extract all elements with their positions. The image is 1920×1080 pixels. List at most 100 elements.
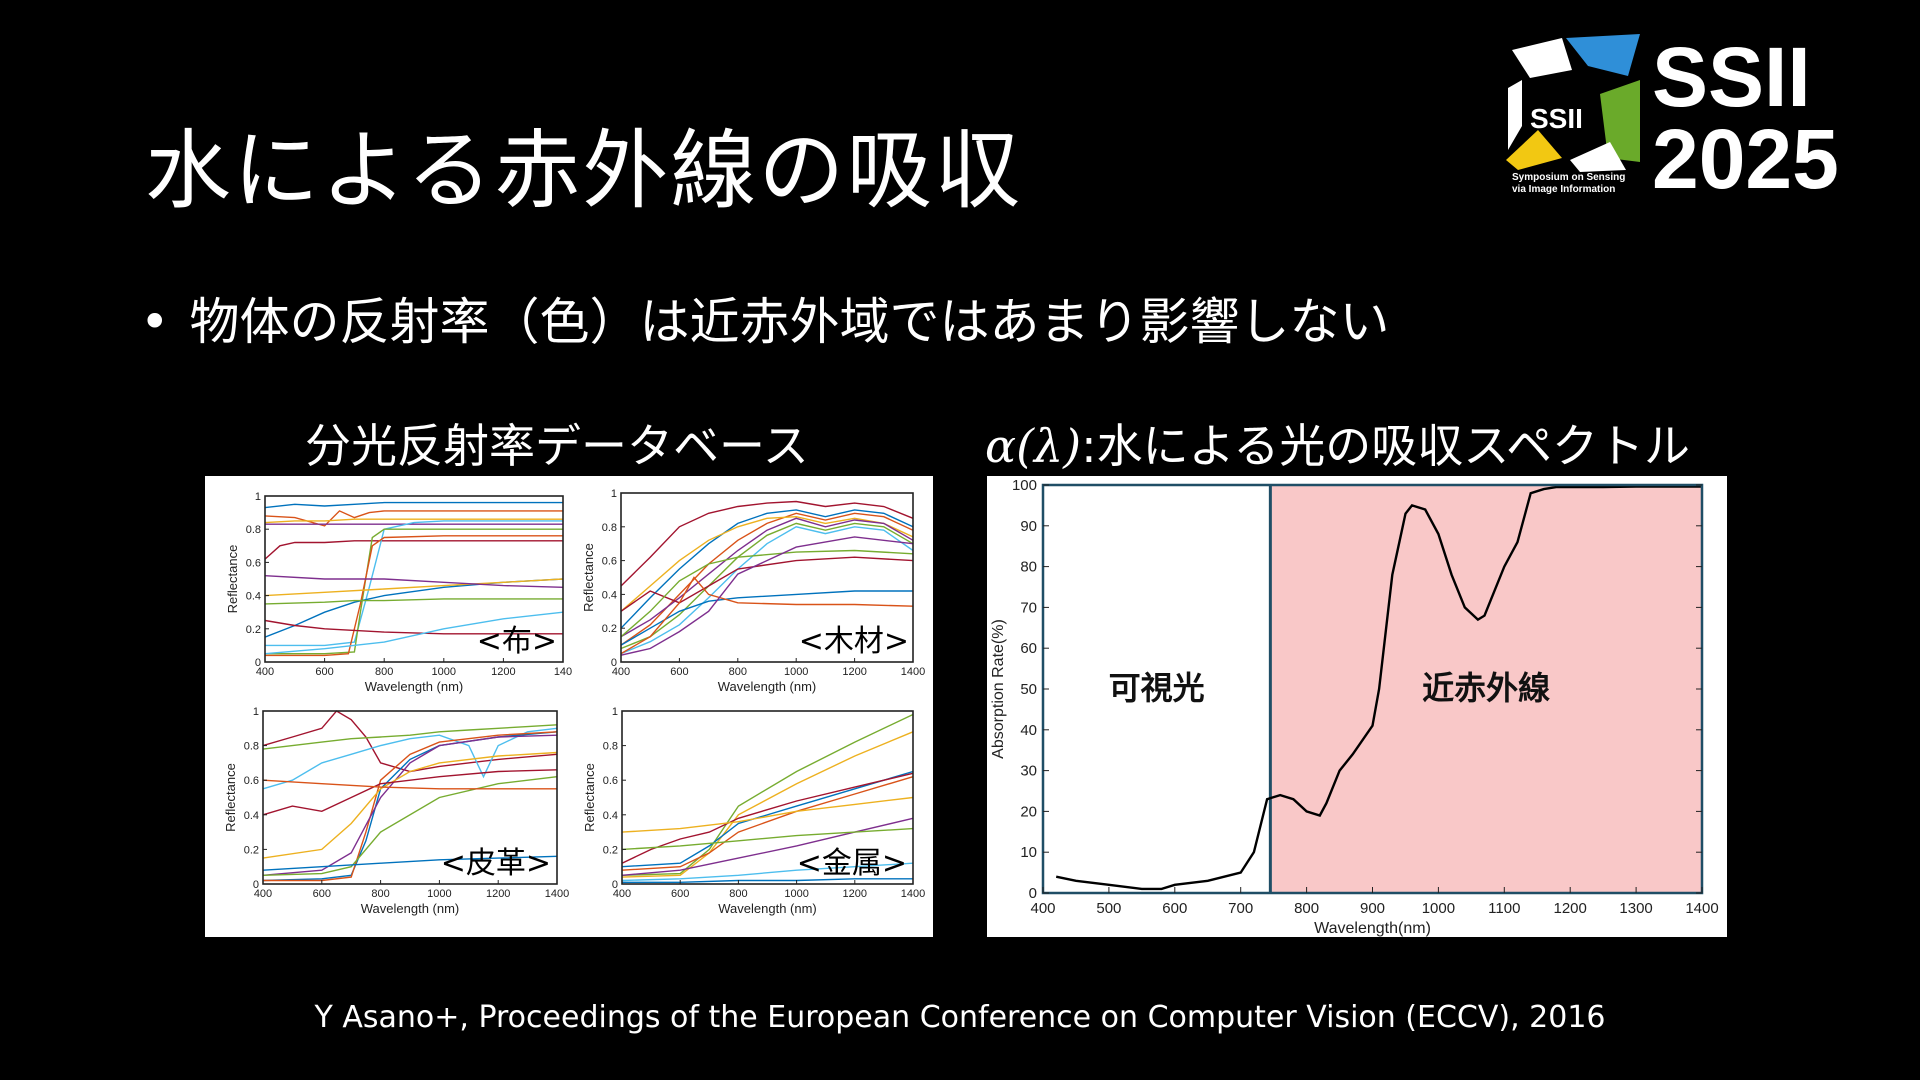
- y-tick-label: 0.2: [602, 623, 617, 635]
- series-line-10: [620, 549, 914, 638]
- y-tick-label: 0: [253, 879, 259, 891]
- y-tick-label: 0.2: [246, 624, 261, 636]
- region-label-0: 可視光: [1109, 669, 1205, 707]
- x-axis-label: Wavelength(nm): [1314, 920, 1431, 937]
- series-line-7: [262, 769, 558, 816]
- y-tick-label: 0.8: [602, 522, 617, 534]
- x-tick-label: 1000: [784, 888, 808, 900]
- x-axis-label: Wavelength (nm): [718, 901, 817, 916]
- y-tick-label: 0.8: [246, 524, 261, 536]
- material-label: <金属>: [797, 846, 907, 881]
- y-tick-label: 1: [253, 706, 259, 718]
- logo-shape-white-top: [1512, 38, 1572, 78]
- y-tick-label: 1: [612, 706, 618, 718]
- x-tick-label: 1000: [1422, 900, 1455, 917]
- chart-leather-panel: 400 600 800 1000 1200 1400 0 0.2 0.4 0.6 0.8 1 Wavel…: [205, 701, 577, 937]
- y-axis-label: Reflectance: [581, 543, 596, 612]
- series-line-2: [262, 727, 558, 790]
- y-tick-label: 20: [1020, 803, 1037, 820]
- series-line-1: [264, 510, 563, 527]
- logo-shape-white-left: [1508, 80, 1522, 150]
- series-line-10: [264, 575, 564, 588]
- region-label-1: 近赤外線: [1422, 669, 1550, 707]
- logo-subtitle-line2: via Image Information: [1512, 184, 1615, 195]
- logo-subtitle-line1: Symposium on Sensing: [1512, 172, 1625, 183]
- chart-cloth: 400 600 800 1000 1200 14000.20.40.60.81Wavele…: [225, 491, 572, 694]
- x-tick-label: 1200: [842, 666, 866, 678]
- citation: Y Asano+, Proceedings of the European Co…: [314, 1000, 1606, 1035]
- x-tick-label: 1400: [901, 666, 925, 678]
- series-line-1: [621, 731, 914, 878]
- x-tick-label: 1200: [1554, 900, 1587, 917]
- logo-badge-text: SSII: [1530, 103, 1583, 134]
- series-line-10: [262, 779, 557, 790]
- y-tick-label: 0.6: [244, 775, 259, 787]
- series-line-1: [262, 724, 558, 750]
- series-line-8: [621, 796, 914, 833]
- x-axis-label: Wavelength (nm): [718, 679, 817, 694]
- material-label: <皮革>: [441, 846, 551, 881]
- region-1: [1270, 485, 1702, 893]
- y-tick-label: 80: [1020, 559, 1037, 576]
- x-tick-label: 800: [375, 666, 393, 678]
- y-tick-label: 10: [1020, 844, 1037, 861]
- y-tick-label: 0.4: [244, 810, 259, 822]
- series-line-13: [264, 598, 563, 605]
- y-tick-label: 1: [255, 491, 261, 503]
- logo-shape-yellow: [1506, 130, 1562, 170]
- caption-reflectance-database: 分光反射率データベース: [305, 419, 809, 473]
- series-line-5: [620, 522, 914, 650]
- x-tick-label: 1000: [784, 666, 808, 678]
- plot-frame: [264, 495, 564, 663]
- series-line-3: [620, 515, 914, 612]
- x-tick-label: 400: [1030, 900, 1055, 917]
- chart-cloth-panel: 400 600 800 1000 1200 140 0 0.2 0.4 0.6 0.8 1 Wavele…: [205, 476, 577, 701]
- series-line-8: [262, 776, 558, 876]
- x-tick-label: 140: [554, 666, 572, 678]
- series-line-6: [265, 528, 563, 655]
- y-tick-label: 50: [1020, 681, 1037, 698]
- y-tick-label: 100: [1012, 477, 1037, 494]
- x-tick-label: 1300: [1619, 900, 1652, 917]
- x-tick-label: 1400: [545, 888, 569, 900]
- series-line-2: [264, 518, 563, 524]
- series-line-0: [621, 713, 914, 876]
- x-tick-label: 700: [1228, 900, 1253, 917]
- x-axis-label: Wavelength (nm): [365, 679, 464, 694]
- y-tick-label: 0.6: [603, 775, 618, 787]
- y-axis-label: Reflectance: [223, 763, 238, 832]
- series-line-2: [621, 770, 914, 868]
- logo-title-line2: 2025: [1652, 112, 1839, 200]
- y-tick-label: 0.4: [246, 591, 261, 603]
- y-tick-label: 0.6: [602, 556, 617, 568]
- caption-absorption-spectrum: α(λ):水による光の吸収スペクトル: [985, 410, 1690, 476]
- region-0: [1043, 485, 1271, 893]
- series-line-9: [264, 578, 564, 597]
- bullet-text: 物体の反射率（色）は近赤外域ではあまり影響しない: [189, 293, 1390, 351]
- series-line-9: [622, 878, 913, 883]
- chart-metal-panel: 400 600 800 1000 1200 1400 0 0.2 0.4 0.6 0.8 1 Wavel…: [577, 701, 933, 937]
- y-tick-label: 0.8: [603, 741, 618, 753]
- x-tick-label: 1200: [486, 888, 510, 900]
- series-line-3: [621, 776, 914, 871]
- plot-frame: [620, 492, 914, 663]
- y-tick-label: 1: [611, 488, 617, 500]
- y-tick-label: 40: [1020, 722, 1037, 739]
- logo-title-line1: SSII: [1652, 30, 1811, 124]
- y-axis-label: Absorption Rate(%): [990, 619, 1007, 759]
- y-tick-label: 90: [1020, 518, 1037, 535]
- x-tick-label: 400: [613, 888, 631, 900]
- caption-math-symbol: α(λ): [985, 419, 1082, 473]
- x-tick-label: 800: [729, 888, 747, 900]
- x-axis-label: Wavelength (nm): [361, 901, 460, 916]
- y-tick-label: 70: [1020, 599, 1037, 616]
- bullet-point: • 物体の反射率（色）は近赤外域ではあまり影響しない: [140, 282, 1390, 354]
- absorption-curve: [1055, 485, 1702, 891]
- y-axis-label: Reflectance: [582, 763, 597, 832]
- caption-absorption-text: :水による光の吸収スペクトル: [1081, 419, 1691, 473]
- series-line-6: [620, 526, 914, 655]
- series-line-4: [264, 540, 563, 560]
- x-tick-label: 500: [1096, 900, 1121, 917]
- y-tick-label: 0.8: [244, 741, 259, 753]
- chart-metal: 400 600 800 1000 1200 1400 0 0.2 0.4 0.6 0.8 1 Wavel…: [582, 706, 925, 916]
